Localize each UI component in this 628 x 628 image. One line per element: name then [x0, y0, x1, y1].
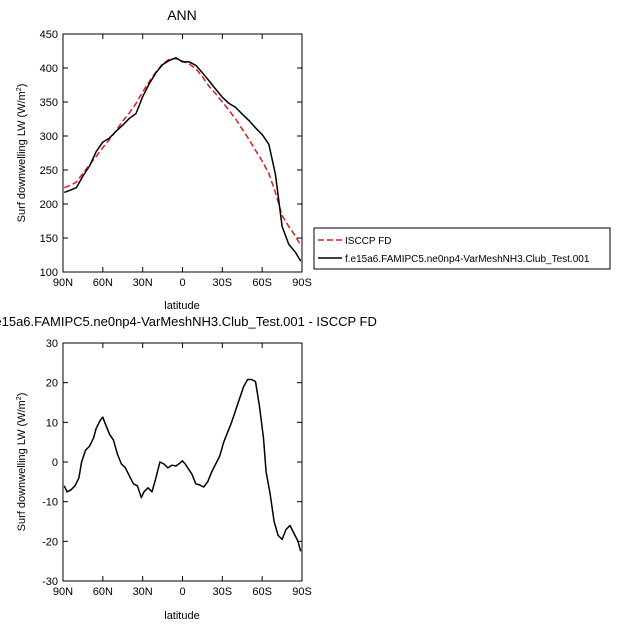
y-tick-label: 300	[40, 131, 58, 143]
legend-label-model: f.e15a6.FAMIPC5.ne0np4-VarMeshNH3.Club_T…	[345, 254, 590, 265]
y-tick-label: 100	[40, 267, 58, 279]
legend-label-isccp: ISCCP FD	[345, 236, 392, 247]
y-tick-label: 350	[40, 97, 58, 109]
x-tick-label: 0	[179, 586, 185, 598]
legend-box	[313, 227, 611, 270]
y-tick-label: -10	[42, 497, 58, 509]
y-tick-label: 10	[46, 417, 58, 429]
y-tick-label: 250	[40, 165, 58, 177]
x-tick-label: 60N	[93, 586, 113, 598]
x-tick-label: 30N	[133, 586, 153, 598]
x-tick-label: 0	[179, 277, 185, 289]
bottom-chart-ylabel: Surf downwelling LW (W/m2)	[16, 393, 28, 532]
x-tick-label: 60N	[93, 277, 113, 289]
bottom-chart-frame	[62, 342, 303, 582]
difference-series-line	[63, 378, 302, 552]
isccp-fd-series-line	[64, 57, 302, 246]
x-tick-label: 90N	[53, 586, 73, 598]
y-tick-label: 20	[46, 378, 58, 390]
x-tick-label: 30S	[213, 277, 233, 289]
top-chart-legend: ISCCP FD f.e15a6.FAMIPC5.ne0np4-VarMeshN…	[313, 227, 611, 270]
top-chart-xlabel: latitude	[164, 300, 199, 312]
top-chart-ylabel: Surf downwelling LW (W/m2)	[16, 84, 28, 223]
bottom-chart-title: f.e15a6.FAMIPC5.ne0np4-VarMeshNH3.Club_T…	[0, 314, 377, 329]
x-tick-label: 90N	[53, 277, 73, 289]
x-tick-label: 30S	[213, 586, 233, 598]
model-series-line	[64, 57, 302, 262]
top-chart-title: ANN	[167, 7, 197, 23]
bottom-chart-xlabel: latitude	[164, 610, 199, 622]
y-tick-label: -20	[42, 536, 58, 548]
bottom-chart: f.e15a6.FAMIPC5.ne0np4-VarMeshNH3.Club_T…	[0, 314, 377, 622]
y-tick-label: 150	[40, 233, 58, 245]
y-tick-label: 30	[46, 338, 58, 350]
x-tick-label: 60S	[252, 277, 272, 289]
y-tick-label: 400	[40, 63, 58, 75]
y-tick-label: 200	[40, 199, 58, 211]
y-tick-label: -30	[42, 576, 58, 588]
y-tick-label: 450	[40, 29, 58, 41]
x-tick-label: 90S	[292, 277, 312, 289]
x-tick-label: 90S	[292, 586, 312, 598]
y-tick-label: 0	[52, 457, 58, 469]
x-tick-label: 60S	[252, 586, 272, 598]
x-tick-label: 30N	[133, 277, 153, 289]
top-chart: ANN 90N 60N 30N 0 30S 60S 90S 100 150 200 250 300 35…	[16, 7, 611, 312]
